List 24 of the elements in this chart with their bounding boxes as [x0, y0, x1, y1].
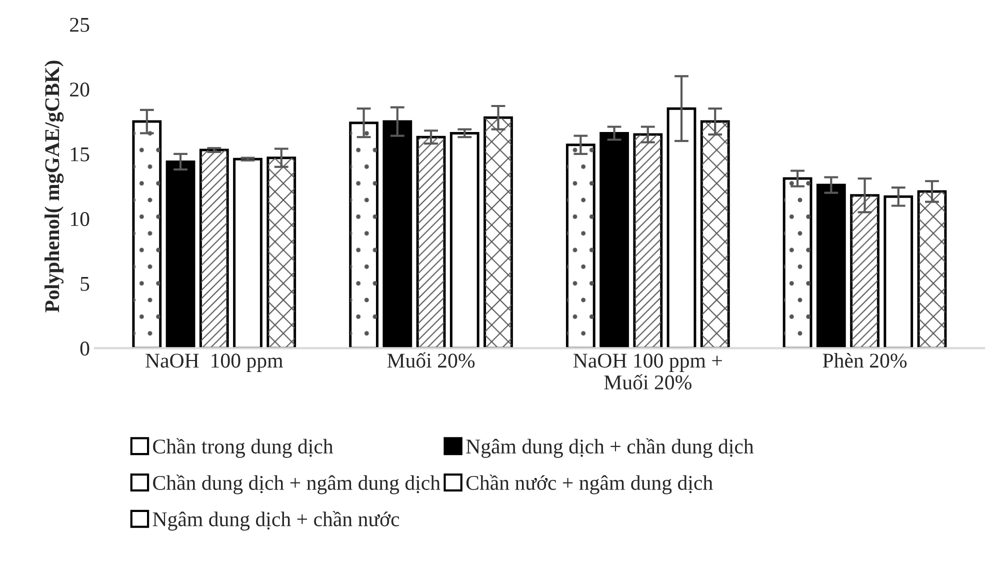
bar — [382, 120, 412, 348]
bar — [450, 132, 480, 348]
legend-label: Chần dung dịch + ngâm dung dịch — [153, 474, 440, 494]
y-tick-label: 25 — [70, 18, 90, 32]
x-tick-label: Phèn 20% — [822, 353, 907, 368]
y-tick-label: 5 — [80, 277, 90, 291]
y-tick-label: 20 — [70, 82, 90, 97]
legend-label: Ngâm dung dịch + chần dung dịch — [466, 438, 754, 458]
bar — [884, 195, 914, 348]
bar — [233, 158, 262, 348]
y-tick-label: 10 — [70, 212, 90, 226]
x-tick-label: NaOH 100 ppm — [146, 354, 283, 372]
bar — [166, 160, 196, 348]
y-axis-title: Polyphenol( mgGAE/gCBK) — [44, 60, 64, 312]
x-tick-label: Muối 20% — [387, 352, 475, 368]
legend-label: Chần trong dung dịch — [153, 438, 334, 458]
y-tick-label: 0 — [80, 342, 90, 356]
bar — [600, 132, 629, 348]
y-tick-label: 15 — [70, 147, 90, 162]
bar — [666, 107, 696, 348]
legend-label: Chần nước + ngâm dung dịch — [466, 474, 713, 494]
x-tick-label: NaOH 100 ppm + Muối 20% — [573, 354, 722, 390]
legend-label: Ngâm dung dịch + chần nước — [152, 511, 400, 531]
bar — [816, 184, 846, 348]
